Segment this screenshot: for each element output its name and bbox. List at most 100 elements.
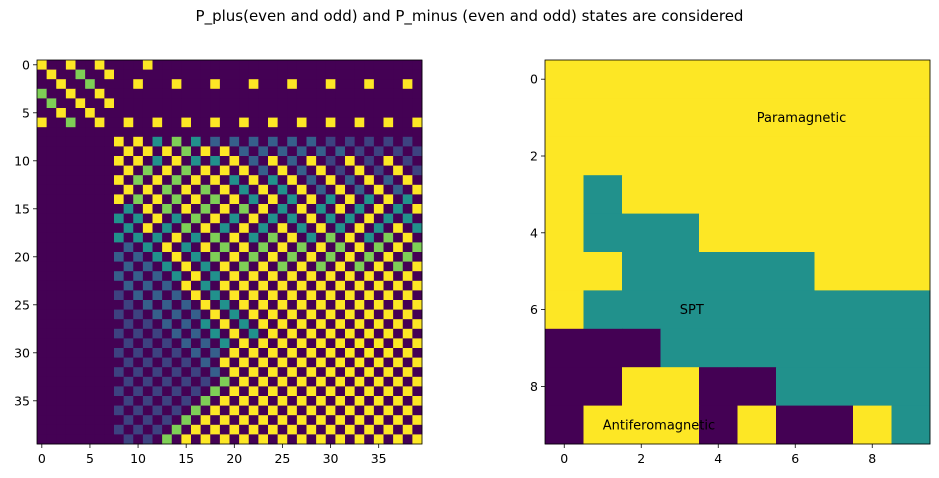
left-heatmap-cell: [296, 117, 307, 128]
left-heatmap-cell: [133, 194, 144, 205]
left-heatmap-cell: [94, 117, 105, 128]
left-heatmap-cell: [162, 79, 173, 90]
left-heatmap-cell: [296, 232, 307, 243]
left-heatmap-cell: [104, 338, 115, 349]
left-heatmap-cell: [248, 367, 259, 378]
left-heatmap-cell: [152, 213, 163, 224]
left-heatmap-cell: [364, 88, 375, 99]
left-heatmap-cell: [402, 261, 413, 272]
right-heatmap-cell: [737, 98, 777, 138]
left-heatmap-cell: [287, 242, 298, 253]
left-heatmap-cell: [239, 204, 250, 214]
left-heatmap-cell: [152, 415, 163, 426]
left-heatmap-cell: [239, 184, 250, 195]
left-heatmap-cell: [345, 242, 356, 253]
left-heatmap-cell: [46, 242, 57, 253]
left-heatmap-cell: [364, 242, 375, 253]
left-heatmap-cell: [248, 175, 259, 186]
left-heatmap-cell: [46, 271, 57, 282]
left-heatmap-cell: [258, 156, 269, 166]
left-heatmap-cell: [229, 252, 240, 262]
left-heatmap-cell: [46, 300, 57, 310]
left-heatmap-cell: [181, 309, 192, 320]
left-heatmap-xtick-label: 20: [226, 451, 242, 466]
left-heatmap-cell: [277, 300, 288, 310]
left-heatmap-cell: [248, 108, 259, 118]
left-heatmap-cell: [287, 434, 298, 445]
left-heatmap-cell: [162, 165, 173, 176]
left-heatmap-cell: [268, 60, 279, 70]
left-heatmap-cell: [46, 424, 57, 435]
left-heatmap-cell: [268, 165, 279, 176]
left-heatmap-cell: [162, 194, 173, 205]
left-heatmap-cell: [258, 280, 269, 291]
left-heatmap-cell: [123, 194, 134, 205]
left-heatmap-cell: [325, 309, 336, 320]
right-heatmap-cell: [583, 290, 623, 330]
left-heatmap-cell: [210, 424, 221, 435]
left-heatmap-cell: [200, 69, 211, 80]
left-heatmap-cell: [277, 309, 288, 320]
left-heatmap-cell: [114, 127, 125, 138]
left-heatmap-cell: [306, 108, 317, 118]
left-heatmap-cell: [296, 338, 307, 349]
left-heatmap-cell: [104, 376, 115, 387]
left-heatmap-cell: [373, 242, 384, 253]
left-heatmap-cell: [325, 79, 336, 90]
left-heatmap-cell: [94, 156, 105, 166]
left-heatmap-cell: [181, 242, 192, 253]
left-heatmap-cell: [239, 271, 250, 282]
left-heatmap-cell: [37, 280, 48, 291]
left-heatmap-cell: [200, 98, 211, 109]
left-heatmap-cell: [383, 300, 394, 310]
left-heatmap-cell: [123, 223, 134, 234]
left-heatmap-cell: [200, 146, 211, 157]
left-heatmap-cell: [229, 290, 240, 301]
left-heatmap-cell: [219, 117, 230, 128]
left-heatmap-cell: [75, 213, 86, 224]
left-heatmap-cell: [354, 338, 365, 349]
left-heatmap-cell: [296, 319, 307, 330]
left-heatmap-cell: [142, 415, 153, 426]
left-heatmap-cell: [56, 156, 67, 166]
left-heatmap-cell: [65, 165, 76, 176]
left-heatmap-cell: [123, 338, 134, 349]
left-heatmap-cell: [104, 165, 115, 176]
left-heatmap-cell: [325, 184, 336, 195]
left-heatmap-cell: [75, 223, 86, 234]
left-heatmap-cell: [210, 348, 221, 358]
left-heatmap-cell: [364, 290, 375, 301]
left-heatmap-cell: [258, 213, 269, 224]
left-heatmap-cell: [152, 357, 163, 368]
left-heatmap-cell: [268, 338, 279, 349]
left-heatmap-cell: [316, 252, 327, 262]
left-heatmap-cell: [412, 88, 423, 99]
right-heatmap-cell: [891, 136, 931, 176]
left-heatmap-cell: [277, 60, 288, 70]
left-heatmap-cell: [316, 60, 327, 70]
left-heatmap-cell: [393, 367, 404, 378]
right-heatmap-cell: [853, 290, 892, 330]
left-heatmap-cell: [37, 146, 48, 157]
left-heatmap-cell: [354, 386, 365, 397]
left-heatmap-cell: [65, 213, 76, 224]
left-heatmap-cell: [114, 386, 125, 397]
left-heatmap-cell: [248, 223, 259, 234]
left-heatmap-cell: [316, 69, 327, 80]
left-heatmap-cell: [258, 261, 269, 272]
left-heatmap-cell: [65, 136, 76, 147]
left-heatmap-cell: [229, 405, 240, 416]
left-heatmap-cell: [75, 376, 86, 387]
left-heatmap-cell: [364, 98, 375, 109]
left-heatmap-cell: [171, 396, 182, 406]
left-heatmap-cell: [219, 434, 230, 445]
left-heatmap-cell: [65, 396, 76, 406]
right-heatmap-cell: [737, 60, 777, 99]
left-heatmap-cell: [200, 367, 211, 378]
left-heatmap-cell: [345, 300, 356, 310]
left-heatmap-cell: [210, 252, 221, 262]
left-heatmap-cell: [354, 69, 365, 80]
left-heatmap-cell: [219, 69, 230, 80]
left-heatmap-ytick-label: 25: [14, 297, 30, 312]
left-heatmap-cell: [402, 98, 413, 109]
